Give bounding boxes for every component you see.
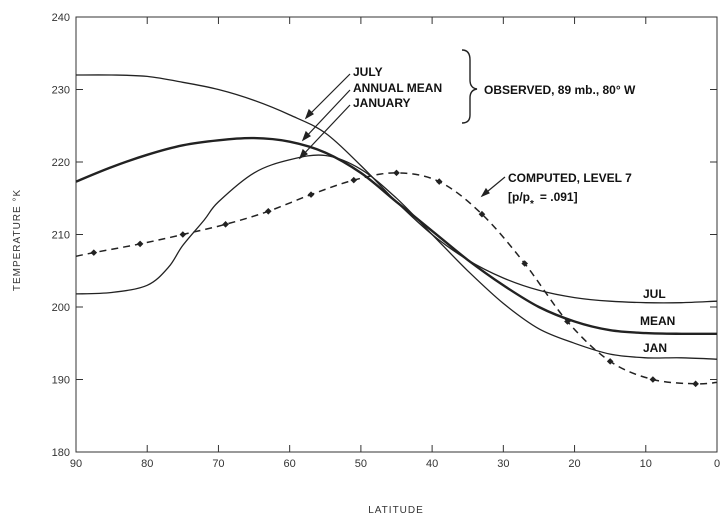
arrow-computed-head xyxy=(480,187,490,198)
x-tick-label: 50 xyxy=(355,458,367,470)
label-computed-ratio: [p/p* = .091] xyxy=(508,190,578,210)
arrow-annual-mean-line xyxy=(302,89,351,141)
y-tick-label: 220 xyxy=(52,157,70,169)
computed-ratio-part2: = .091] xyxy=(540,190,578,204)
label-july: JULY xyxy=(353,65,383,79)
x-tick-label: 20 xyxy=(568,458,580,470)
x-axis-title: LATITUDE xyxy=(368,505,424,516)
data-point-computed-level-7 xyxy=(350,176,358,184)
x-tick-label: 30 xyxy=(497,458,509,470)
data-point-computed-level-7 xyxy=(136,240,144,248)
data-point-computed-level-7 xyxy=(564,318,571,325)
data-point-computed-level-7 xyxy=(478,210,486,218)
label-jan-end: JAN xyxy=(643,341,667,355)
x-tick-label: 0 xyxy=(714,458,720,470)
arrow-july-line xyxy=(305,73,351,119)
x-tick-label: 60 xyxy=(284,458,296,470)
y-axis-ticks: 180 190 200 210 220 230 240 xyxy=(52,12,717,459)
data-point-computed-level-7 xyxy=(393,169,400,177)
data-point-computed-level-7 xyxy=(179,231,187,238)
arrow-january-line xyxy=(299,104,351,159)
label-jul-end: JUL xyxy=(643,287,666,301)
y-tick-label: 230 xyxy=(52,85,70,97)
label-annual-mean: ANNUAL MEAN xyxy=(353,81,442,95)
x-tick-label: 40 xyxy=(426,458,438,470)
x-tick-label: 90 xyxy=(70,458,82,470)
arrow-annual-mean-head xyxy=(301,130,311,142)
computed-ratio-subscript: * xyxy=(530,199,534,210)
arrow-july-head xyxy=(304,108,314,120)
x-tick-label: 70 xyxy=(212,458,224,470)
data-point-computed-level-7 xyxy=(265,208,272,215)
data-point-computed-level-7 xyxy=(222,221,229,228)
x-tick-label: 10 xyxy=(640,458,652,470)
y-tick-label: 240 xyxy=(52,12,70,24)
y-tick-label: 180 xyxy=(52,447,70,459)
computed-ratio-part1: [p/p xyxy=(508,190,530,204)
data-point-computed-level-7 xyxy=(649,376,657,383)
data-point-computed-level-7 xyxy=(521,260,528,267)
leader-arrows xyxy=(298,73,506,198)
y-tick-label: 210 xyxy=(52,230,70,242)
arrow-january-head xyxy=(298,148,308,160)
data-point-computed-level-7 xyxy=(606,358,614,365)
label-computed: COMPUTED, LEVEL 7 xyxy=(508,171,632,185)
data-point-computed-level-7 xyxy=(90,249,98,256)
x-tick-label: 80 xyxy=(141,458,153,470)
x-axis-ticks: 90 80 70 60 50 40 30 20 10 0 xyxy=(70,17,720,470)
label-january: JANUARY xyxy=(353,96,411,110)
series-line-computed-level-7 xyxy=(75,172,718,385)
data-point-computed-level-7 xyxy=(692,380,699,388)
observed-brace xyxy=(461,49,478,124)
y-tick-label: 190 xyxy=(52,375,70,387)
label-mean-end: MEAN xyxy=(640,314,675,328)
series-group xyxy=(75,74,718,388)
y-axis-title: TEMPERATURE °K xyxy=(12,189,23,291)
series-line-annual-mean xyxy=(75,136,718,336)
y-tick-label: 200 xyxy=(52,302,70,314)
data-point-computed-level-7 xyxy=(435,178,443,185)
series-line-january xyxy=(75,154,718,360)
label-observed: OBSERVED, 89 mb., 80° W xyxy=(484,83,636,97)
data-point-computed-level-7 xyxy=(307,191,315,198)
